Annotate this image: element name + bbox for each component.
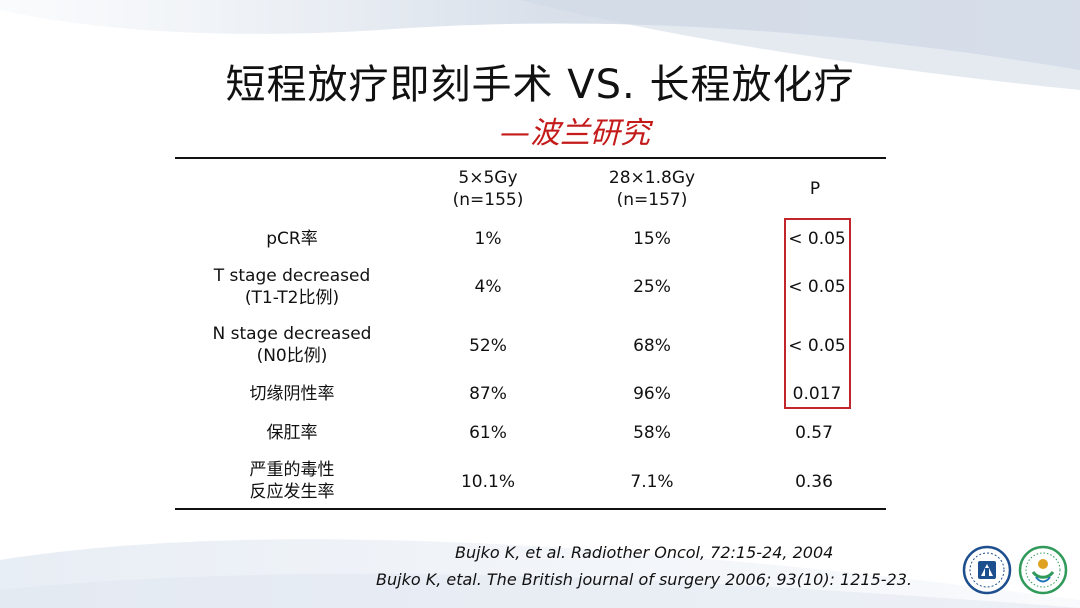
- table-row-label: N stage decreased (N0比例): [212, 324, 372, 366]
- table-cell-p-value: 0.36: [795, 472, 833, 492]
- table-cell-short-course: 87%: [469, 384, 507, 404]
- table-row-label: T stage decreased (T1-T2比例): [213, 266, 371, 308]
- table-cell-p-value: < 0.05: [788, 277, 846, 297]
- table-cell-short-course: 1%: [474, 229, 502, 249]
- table-cell-p-value: 0.017: [792, 384, 842, 404]
- citation-2: Bujko K, etal. The British journal of su…: [376, 570, 912, 589]
- column-header-short-course: 5×5Gy (n=155): [452, 168, 524, 210]
- hospital-logo: [962, 545, 1012, 595]
- p-value-highlight-box: [784, 218, 851, 409]
- table-cell-short-course: 61%: [469, 423, 507, 443]
- table-cell-p-value: < 0.05: [788, 336, 846, 356]
- table-row-label: pCR率: [266, 229, 318, 249]
- table-cell-short-course: 10.1%: [460, 472, 516, 492]
- table-top-rule: [175, 157, 886, 159]
- table-cell-short-course: 52%: [469, 336, 507, 356]
- table-cell-long-course: 58%: [633, 423, 671, 443]
- table-cell-long-course: 7.1%: [630, 472, 674, 492]
- table-cell-long-course: 25%: [633, 277, 671, 297]
- table-row-label: 严重的毒性 反应发生率: [249, 460, 335, 502]
- column-header-long-course: 28×1.8Gy (n=157): [608, 168, 696, 210]
- table-cell-short-course: 4%: [474, 277, 502, 297]
- table-row-label: 保肛率: [266, 423, 318, 443]
- table-cell-p-value: 0.57: [795, 423, 833, 443]
- table-row-label: 切缘阴性率: [249, 384, 335, 404]
- table-cell-long-course: 15%: [633, 229, 671, 249]
- association-logo: [1018, 545, 1068, 595]
- slide-title: 短程放疗即刻手术 VS. 长程放化疗: [225, 62, 855, 108]
- column-header-p-value: P: [809, 179, 821, 199]
- slide-subtitle: —波兰研究: [500, 116, 650, 151]
- table-bottom-rule: [175, 508, 886, 510]
- table-cell-p-value: < 0.05: [788, 229, 846, 249]
- table-cell-long-course: 68%: [633, 336, 671, 356]
- citation-1: Bujko K, et al. Radiother Oncol, 72:15-2…: [455, 543, 834, 562]
- table-cell-long-course: 96%: [633, 384, 671, 404]
